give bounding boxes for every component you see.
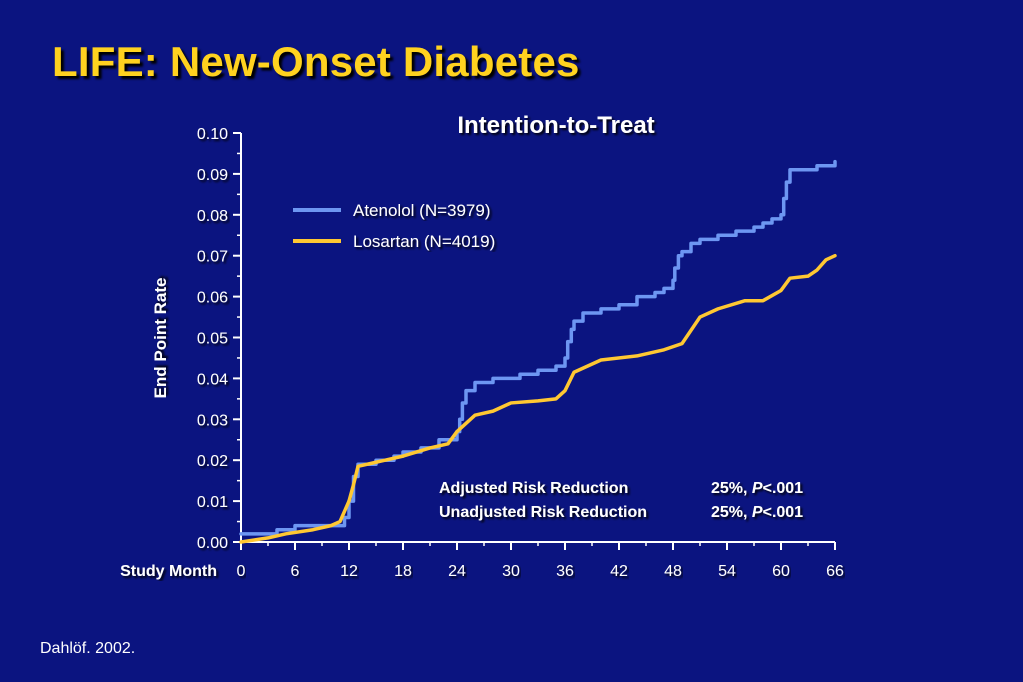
x-tick-label: 24 [448, 563, 466, 580]
x-ticks: 0 6 12 18 24 30 36 42 48 54 60 66 [237, 542, 844, 580]
y-ticks: 0.00 0.01 0.02 0.03 0.04 0.05 0.06 0.07 0.08 0.09… [197, 126, 241, 552]
y-tick-label: 0.05 [197, 331, 228, 348]
y-tick-label: 0.10 [197, 126, 228, 143]
risk-reduction-annotation: Adjusted Risk Reduction 25%, P<.001 Unad… [439, 480, 803, 521]
y-axis-label: End Point Rate [151, 278, 170, 399]
y-tick-label: 0.04 [197, 371, 228, 388]
y-tick-label: 0.00 [197, 535, 228, 552]
y-tick-label: 0.01 [197, 494, 228, 511]
y-tick-label: 0.07 [197, 249, 228, 266]
series-lines [239, 159, 837, 544]
series-line-losartan [239, 253, 837, 544]
x-tick-label: 36 [556, 563, 574, 580]
x-tick-label: 6 [291, 563, 300, 580]
y-tick-label: 0.02 [197, 453, 228, 470]
x-tick-label: 60 [772, 563, 790, 580]
x-tick-label: 66 [826, 563, 844, 580]
series-line-atenolol [239, 159, 837, 536]
chart-title: Intention-to-Treat [457, 112, 654, 139]
x-axis-label: Study Month [120, 563, 217, 580]
y-tick-label: 0.03 [197, 412, 228, 429]
y-tick-label: 0.06 [197, 290, 228, 307]
legend: Atenolol (N=3979) Losartan (N=4019) [293, 201, 495, 251]
adjusted-value: 25%, P<.001 [711, 480, 803, 497]
x-tick-label: 18 [394, 563, 412, 580]
legend-label-losartan: Losartan (N=4019) [353, 232, 495, 251]
adjusted-pct: 25%, [711, 480, 747, 497]
x-tick-label: 42 [610, 563, 628, 580]
adjusted-label: Adjusted Risk Reduction [439, 480, 628, 497]
x-tick-label: 12 [340, 563, 358, 580]
x-tick-label: 30 [502, 563, 520, 580]
x-tick-label: 54 [718, 563, 736, 580]
adjusted-p-value: <.001 [763, 480, 804, 497]
footnote: Dahlöf. 2002. [40, 640, 136, 657]
x-tick-label: 0 [237, 563, 246, 580]
unadjusted-p-value: <.001 [763, 504, 804, 521]
legend-label-atenolol: Atenolol (N=3979) [353, 201, 491, 220]
slide-title: LIFE: New-Onset Diabetes [52, 38, 580, 85]
unadjusted-label: Unadjusted Risk Reduction [439, 504, 647, 521]
unadjusted-value: 25%, P<.001 [711, 504, 803, 521]
y-tick-label: 0.09 [197, 167, 228, 184]
unadjusted-pct: 25%, [711, 504, 747, 521]
y-tick-label: 0.08 [197, 208, 228, 225]
adjusted-p-symbol: P [752, 480, 763, 497]
x-tick-label: 48 [664, 563, 682, 580]
unadjusted-p-symbol: P [752, 504, 763, 521]
